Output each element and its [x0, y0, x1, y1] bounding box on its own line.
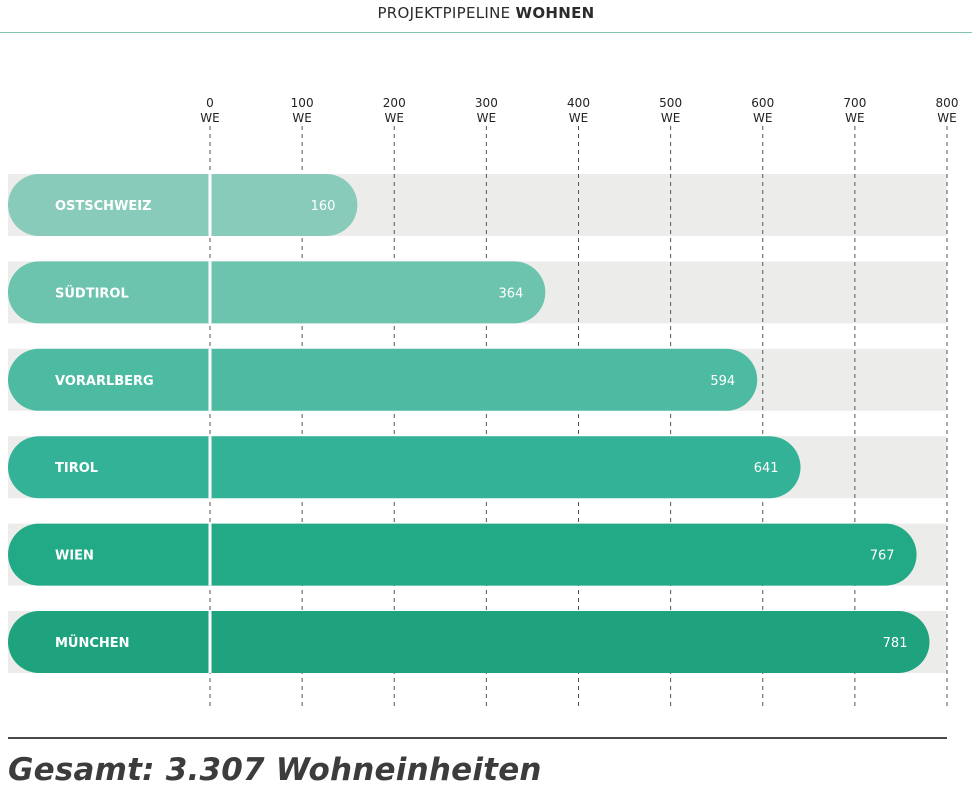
tick-label: 400 [567, 96, 590, 110]
tick-unit-label: WE [845, 111, 864, 125]
tick-label: 500 [659, 96, 682, 110]
chart-title-bold: WOHNEN [515, 4, 595, 22]
tick-label: 200 [383, 96, 406, 110]
tick-label: 100 [291, 96, 314, 110]
tick-label: 0 [206, 96, 214, 110]
bar [8, 261, 546, 324]
tick-unit-label: WE [477, 111, 496, 125]
bar-value-label: 767 [870, 549, 895, 564]
tick-unit-label: WE [753, 111, 772, 125]
bar [8, 174, 358, 236]
tick-label: 700 [843, 96, 866, 110]
tick-label: 800 [936, 96, 959, 110]
chart-header: PROJEKTPIPELINE WOHNEN [0, 0, 972, 33]
bar-value-label: 160 [311, 199, 336, 214]
tick-unit-label: WE [937, 111, 956, 125]
chart-title: PROJEKTPIPELINE WOHNEN [377, 4, 594, 22]
bar-chart: 0WE100WE200WE300WE400WE500WE600WE700WE80… [8, 96, 959, 708]
bar [8, 523, 917, 586]
bar-category-label: WIEN [55, 549, 94, 564]
chart-title-light: PROJEKTPIPELINE [377, 4, 516, 22]
bar-value-label: 364 [499, 286, 524, 301]
footer-divider [8, 737, 947, 739]
bar [8, 436, 801, 499]
bar-value-label: 594 [710, 374, 735, 389]
tick-unit-label: WE [385, 111, 404, 125]
tick-label: 300 [475, 96, 498, 110]
bar-category-label: OSTSCHWEIZ [55, 199, 152, 214]
bar [8, 611, 930, 673]
tick-unit-label: WE [200, 111, 219, 125]
bar-category-label: SÜDTIROL [55, 285, 129, 301]
bar-category-label: TIROL [55, 461, 98, 476]
bar-value-label: 781 [883, 636, 908, 651]
tick-unit-label: WE [661, 111, 680, 125]
bar-value-label: 641 [754, 461, 779, 476]
tick-unit-label: WE [292, 111, 311, 125]
bar-category-label: MÜNCHEN [55, 635, 130, 651]
tick-unit-label: WE [569, 111, 588, 125]
total-summary: Gesamt: 3.307 Wohneinheiten [8, 752, 542, 788]
bar-category-label: VORARLBERG [55, 374, 154, 389]
tick-label: 600 [751, 96, 774, 110]
bar [8, 348, 758, 411]
